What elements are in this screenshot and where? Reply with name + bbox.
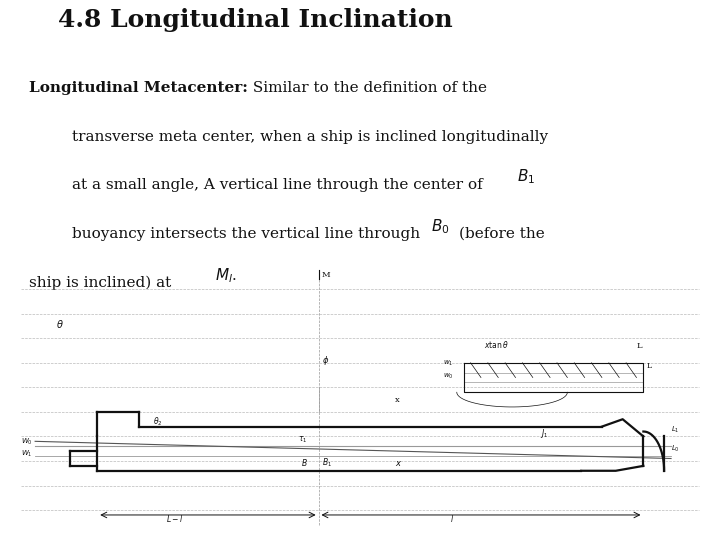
Text: $L - l$: $L - l$ bbox=[166, 514, 184, 524]
Text: $x \tan\theta$: $x \tan\theta$ bbox=[485, 339, 509, 350]
Text: $W_0$: $W_0$ bbox=[22, 437, 33, 447]
Text: transverse meta center, when a ship is inclined longitudinally: transverse meta center, when a ship is i… bbox=[72, 130, 548, 144]
Text: $J_1$: $J_1$ bbox=[540, 428, 548, 441]
Text: x: x bbox=[395, 396, 400, 404]
Text: $L_1$: $L_1$ bbox=[671, 424, 680, 435]
Text: (before the: (before the bbox=[459, 227, 545, 241]
Text: 4.8 Longitudinal Inclination: 4.8 Longitudinal Inclination bbox=[58, 8, 452, 32]
Text: $w_1$: $w_1$ bbox=[443, 359, 454, 368]
Text: $x$: $x$ bbox=[395, 459, 402, 468]
Text: $\tau_1$: $\tau_1$ bbox=[298, 434, 307, 445]
Text: buoyancy intersects the vertical line through: buoyancy intersects the vertical line th… bbox=[72, 227, 420, 241]
Text: Longitudinal Metacenter:: Longitudinal Metacenter: bbox=[29, 81, 248, 95]
Text: L: L bbox=[636, 342, 642, 350]
Text: $W_1$: $W_1$ bbox=[22, 449, 33, 459]
Text: $B_1$: $B_1$ bbox=[322, 457, 332, 469]
Text: L: L bbox=[647, 362, 652, 370]
Text: M: M bbox=[322, 271, 330, 279]
Text: Similar to the definition of the: Similar to the definition of the bbox=[248, 81, 487, 95]
Text: $w_0$: $w_0$ bbox=[443, 372, 454, 381]
Text: $B_1$: $B_1$ bbox=[517, 167, 535, 186]
Text: $L_0$: $L_0$ bbox=[671, 444, 680, 454]
Text: $B$: $B$ bbox=[301, 457, 308, 468]
Text: $l$: $l$ bbox=[450, 514, 454, 524]
Text: at a small angle, A vertical line through the center of: at a small angle, A vertical line throug… bbox=[72, 178, 482, 192]
Text: $M_l$.: $M_l$. bbox=[215, 266, 236, 285]
Text: ship is inclined) at: ship is inclined) at bbox=[29, 275, 171, 290]
Text: $\theta_2$: $\theta_2$ bbox=[153, 415, 162, 428]
Text: $\phi$: $\phi$ bbox=[322, 354, 329, 367]
Text: $B_0$: $B_0$ bbox=[431, 217, 449, 236]
Text: $\theta$: $\theta$ bbox=[56, 319, 63, 330]
